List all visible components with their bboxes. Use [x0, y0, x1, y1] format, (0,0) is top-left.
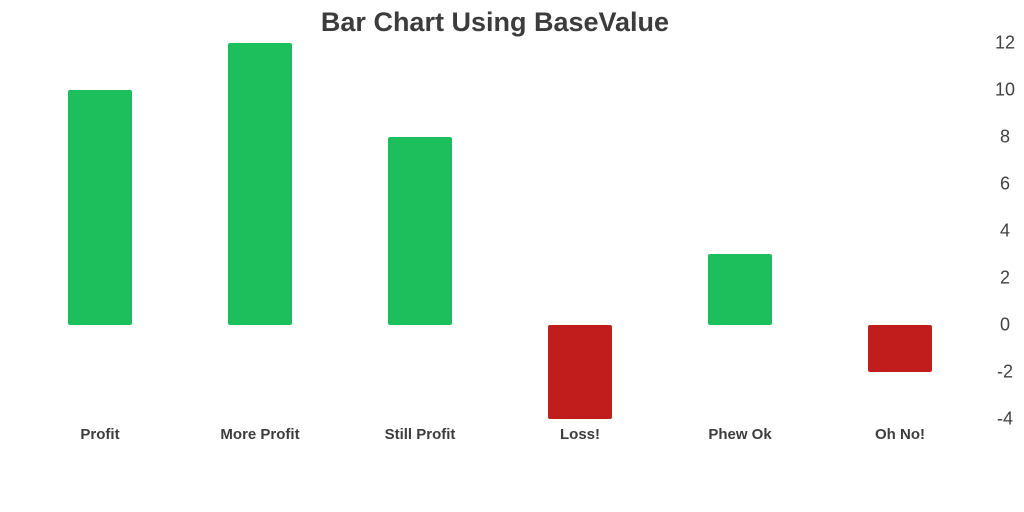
y-axis-tick-label: 0 [999, 314, 1011, 334]
y-axis-tick-label: 4 [999, 220, 1011, 240]
x-axis-label-oh-no: Oh No! [875, 426, 925, 443]
x-axis-label-still-profit: Still Profit [384, 426, 456, 443]
y-axis-tick-label: 8 [999, 126, 1011, 146]
x-axis-label-loss: Loss! [559, 426, 601, 443]
bar-more-profit [228, 42, 292, 325]
bar-phew-ok [708, 254, 772, 325]
bar-loss [548, 324, 612, 419]
bar-still-profit [388, 136, 452, 325]
y-axis-tick-label: -4 [996, 408, 1014, 428]
y-axis-tick-label: 2 [999, 267, 1011, 287]
y-axis-tick-label: -2 [996, 361, 1014, 381]
y-axis-tick-label: 12 [994, 32, 1016, 52]
bar-oh-no [868, 324, 932, 372]
bar-profit [68, 89, 132, 325]
y-axis-tick-label: 6 [999, 173, 1011, 193]
chart-title: Bar Chart Using BaseValue [320, 7, 670, 37]
x-axis-label-profit: Profit [80, 426, 120, 443]
x-axis-label-phew-ok: Phew Ok [708, 426, 772, 443]
x-axis-label-more-profit: More Profit [220, 426, 300, 443]
y-axis-tick-label: 10 [994, 79, 1016, 99]
